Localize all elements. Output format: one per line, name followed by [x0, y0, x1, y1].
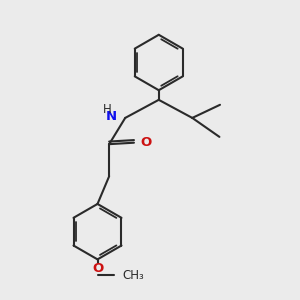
- Text: O: O: [140, 136, 152, 149]
- Text: H: H: [103, 103, 112, 116]
- Text: O: O: [92, 262, 103, 275]
- Text: CH₃: CH₃: [122, 269, 144, 282]
- Text: N: N: [106, 110, 117, 123]
